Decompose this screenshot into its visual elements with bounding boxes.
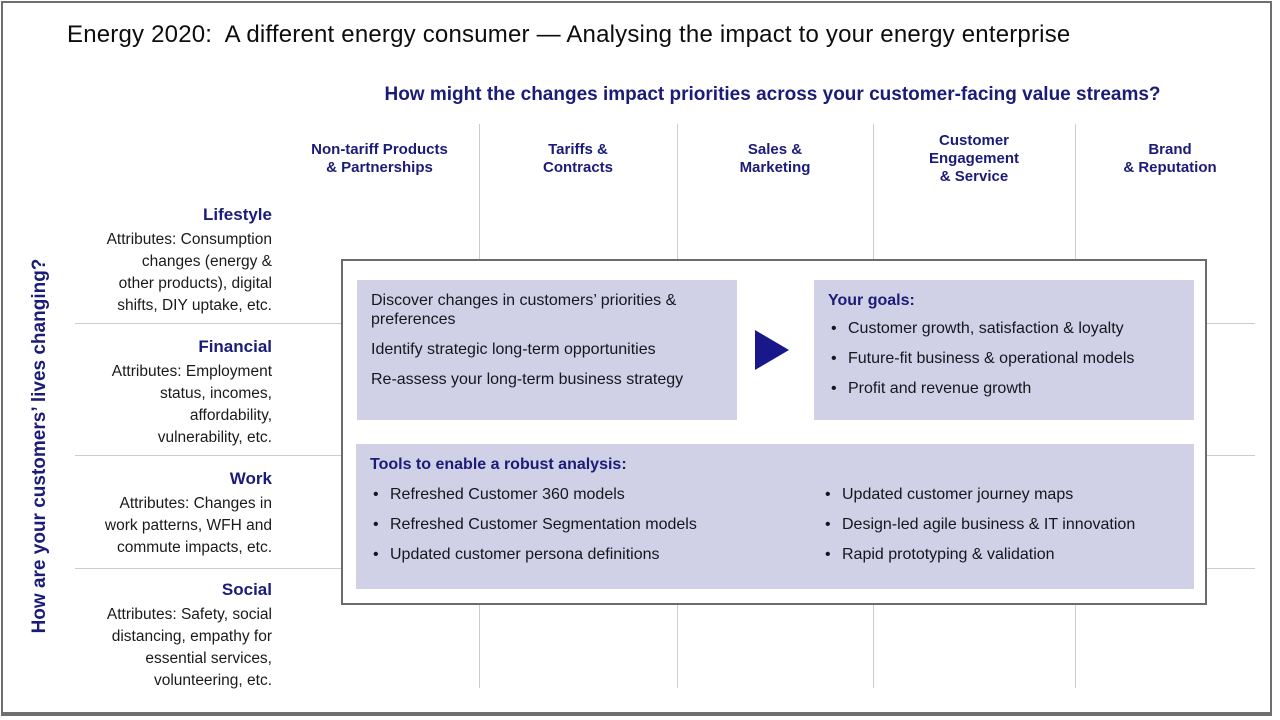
row-lifestyle: Lifestyle Attributes: Consumption change…: [60, 205, 272, 317]
tool-item: Updated customer journey maps: [822, 485, 1180, 504]
goals-panel: Your goals: Customer growth, satisfactio…: [814, 280, 1194, 420]
tool-item: Refreshed Customer Segmentation models: [370, 515, 822, 534]
tools-columns: Refreshed Customer 360 models Refreshed …: [370, 483, 1180, 575]
tools-heading: Tools to enable a robust analysis:: [370, 456, 627, 473]
value-streams-question: How might the changes impact priorities …: [384, 84, 1161, 105]
flow-arrow-icon: [755, 330, 789, 370]
discover-actions-panel: Discover changes in customers’ prioritie…: [357, 280, 737, 420]
column-header-non-tariff-products: Non-tariff Products & Partnerships: [311, 141, 448, 176]
column-header-sales-marketing: Sales & Marketing: [739, 141, 811, 176]
row-heading: Work: [229, 469, 272, 488]
tool-item: Refreshed Customer 360 models: [370, 485, 822, 504]
goal-item: Future-fit business & operational models: [828, 349, 1180, 368]
row-attributes: Attributes: Changes in work patterns, WF…: [104, 495, 272, 556]
analysis-overlay-panel: Discover changes in customers’ prioritie…: [341, 259, 1207, 605]
goal-item: Profit and revenue growth: [828, 379, 1180, 398]
row-social: Social Attributes: Safety, social distan…: [60, 580, 272, 692]
column-header-brand-reputation: Brand & Reputation: [1123, 141, 1217, 176]
tool-item: Updated customer persona definitions: [370, 545, 822, 564]
tools-list-right: Updated customer journey maps Design-led…: [822, 485, 1180, 575]
row-financial: Financial Attributes: Employment status,…: [60, 337, 272, 449]
row-attributes: Attributes: Safety, social distancing, e…: [106, 606, 272, 689]
goal-item: Customer growth, satisfaction & loyalty: [828, 319, 1180, 338]
goals-list: Customer growth, satisfaction & loyalty …: [828, 319, 1180, 398]
row-heading: Financial: [198, 337, 272, 356]
row-work: Work Attributes: Changes in work pattern…: [60, 469, 272, 559]
row-heading: Lifestyle: [203, 205, 272, 224]
row-attributes: Attributes: Employment status, incomes, …: [111, 363, 272, 446]
slide-title: Energy 2020: A different energy consumer…: [67, 21, 1071, 48]
tool-item: Rapid prototyping & validation: [822, 545, 1180, 564]
tools-list-left: Refreshed Customer 360 models Refreshed …: [370, 485, 822, 575]
tool-item: Design-led agile business & IT innovatio…: [822, 515, 1180, 534]
customer-axis-label: How are your customers’ lives changing?: [29, 258, 50, 634]
action-item: Identify strategic long-term opportuniti…: [371, 341, 656, 358]
goals-heading: Your goals:: [828, 292, 915, 309]
row-attributes: Attributes: Consumption changes (energy …: [106, 231, 272, 314]
tools-panel: Tools to enable a robust analysis: Refre…: [356, 444, 1194, 589]
action-item: Discover changes in customers’ prioritie…: [371, 292, 677, 328]
action-item: Re-assess your long-term business strate…: [371, 371, 684, 388]
column-header-customer-engagement-service: Customer Engagement & Service: [928, 132, 1019, 185]
row-heading: Social: [221, 580, 272, 599]
column-header-tariffs-contracts: Tariffs & Contracts: [542, 141, 613, 176]
